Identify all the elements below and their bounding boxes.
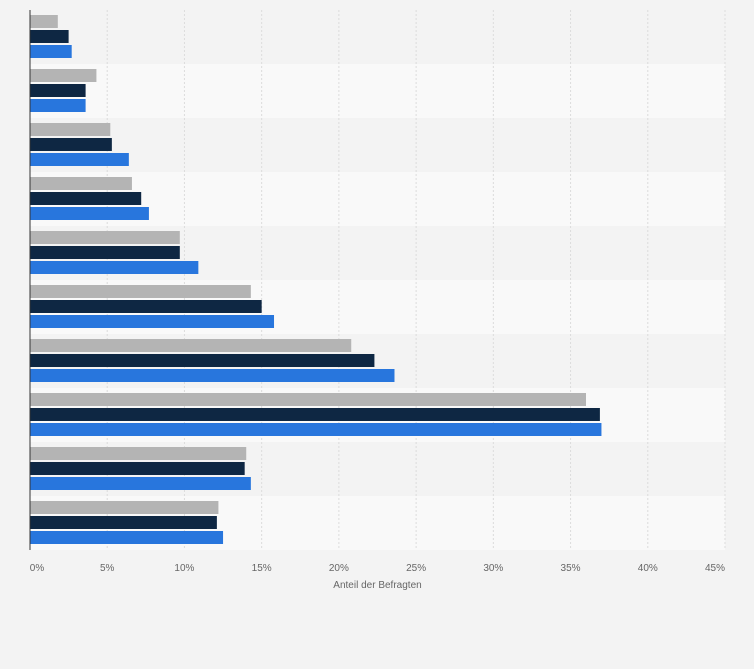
bar-group-6-series-2 xyxy=(30,300,262,313)
bar-group-1-series-3 xyxy=(30,45,72,58)
x-tick-label-40pct: 40% xyxy=(638,563,658,574)
bar-group-1-series-2 xyxy=(30,30,69,43)
row-band-3 xyxy=(30,118,725,172)
gridlines xyxy=(106,10,726,550)
bar-group-8-series-3 xyxy=(30,423,602,436)
x-tick-label-20pct: 20% xyxy=(329,563,349,574)
x-tick-label-10pct: 10% xyxy=(174,563,194,574)
bar-group-5-series-1 xyxy=(30,231,180,244)
bar-group-3-series-2 xyxy=(30,138,112,151)
bar-group-6-series-3 xyxy=(30,315,275,328)
row-band-1 xyxy=(30,10,725,64)
x-tick-label-25pct: 25% xyxy=(406,563,426,574)
bar-group-7-series-2 xyxy=(30,354,375,367)
bar-group-4-series-1 xyxy=(30,177,132,190)
bar-group-10-series-3 xyxy=(30,531,224,544)
x-tick-label-35pct: 35% xyxy=(561,563,581,574)
bar-group-6-series-1 xyxy=(30,285,251,298)
bar-group-3-series-3 xyxy=(30,153,129,166)
x-tick-label-5pct: 5% xyxy=(100,563,115,574)
bar-group-7-series-3 xyxy=(30,369,395,382)
bar-group-9-series-1 xyxy=(30,447,247,460)
bar-group-2-series-2 xyxy=(30,84,86,97)
x-tick-label-15pct: 15% xyxy=(252,563,272,574)
x-tick-label-45pct: 45% xyxy=(705,563,725,574)
bars xyxy=(30,15,602,544)
bar-group-8-series-2 xyxy=(30,408,600,421)
bar-group-1-series-1 xyxy=(30,15,58,28)
x-tick-labels: 0% 5% 10% 15% 20% 25% 30% 35% 40% 45% xyxy=(30,563,725,574)
bar-group-4-series-3 xyxy=(30,207,149,220)
bar-group-4-series-2 xyxy=(30,192,142,205)
bar-group-2-series-3 xyxy=(30,99,86,112)
bar-group-2-series-1 xyxy=(30,69,97,82)
bar-group-10-series-1 xyxy=(30,501,219,514)
bar-group-9-series-3 xyxy=(30,477,251,490)
row-band-2 xyxy=(30,64,725,118)
x-tick-label-30pct: 30% xyxy=(483,563,503,574)
bar-group-5-series-2 xyxy=(30,246,180,259)
bar-group-3-series-1 xyxy=(30,123,111,136)
x-axis-title: Anteil der Befragten xyxy=(333,580,421,591)
bar-group-7-series-1 xyxy=(30,339,352,352)
x-tick-label-0pct: 0% xyxy=(30,563,45,574)
bar-group-5-series-3 xyxy=(30,261,199,274)
bar-group-10-series-2 xyxy=(30,516,217,529)
bar-group-8-series-1 xyxy=(30,393,586,406)
bar-group-9-series-2 xyxy=(30,462,245,475)
